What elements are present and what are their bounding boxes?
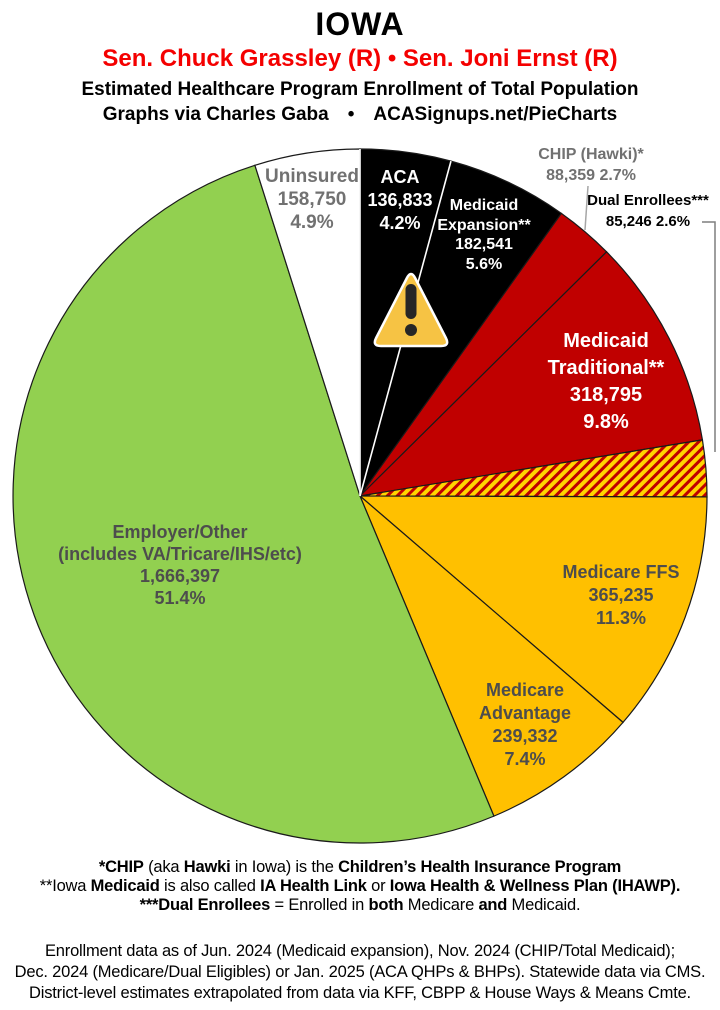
chart-subtitle: Estimated Healthcare Program Enrollment …	[81, 79, 639, 100]
label-uninsured: Uninsured 158,750 4.9%	[265, 166, 359, 233]
source-note: Enrollment data as of Jun. 2024 (Medicai…	[14, 942, 706, 1002]
dual-enrollees-callout-line	[702, 221, 716, 452]
slice-medicare-advantage	[359, 495, 624, 817]
slice-employer-other	[12, 164, 495, 844]
warning-icon	[373, 272, 449, 348]
pie-slices	[12, 148, 708, 844]
slice-medicare-ffs	[358, 495, 708, 724]
label-medicaid-traditional: Medicaid Traditional** 318,795 9.8%	[547, 330, 665, 433]
label-medicaid-expansion: Medicaid Expansion** 182,541 5.6%	[437, 197, 531, 273]
label-employer-other: Employer/Other (includes VA/Tricare/IHS/…	[58, 522, 302, 608]
footnotes: *CHIP (aka Hawki in Iowa) is the Childre…	[0, 858, 720, 915]
footnote-medicaid: **Iowa Medicaid is also called IA Health…	[39, 877, 681, 895]
chip-callout-line	[584, 185, 589, 231]
slice-medicaid-traditional	[358, 251, 704, 497]
label-medicare-ffs: Medicare FFS 365,235 11.3%	[562, 562, 680, 628]
footnote-dual: ***Dual Enrollees = Enrolled in both Med…	[139, 896, 581, 914]
senators-line: Sen. Chuck Grassley (R) • Sen. Joni Erns…	[102, 45, 618, 72]
label-aca: ACA 136,833 4.2%	[367, 167, 433, 233]
label-medicare-advantage: Medicare Advantage 239,332 7.4%	[478, 680, 572, 769]
page-title: IOWA	[315, 6, 405, 42]
credit-line: Graphs via Charles Gaba • ACASignups.net…	[102, 104, 618, 125]
label-dual-enrollees: Dual Enrollees*** 85,246 2.6%	[587, 192, 709, 230]
label-chip: CHIP (Hawki)* 88,359 2.7%	[538, 146, 644, 184]
footnote-chip: *CHIP (aka Hawki in Iowa) is the Childre…	[98, 858, 622, 876]
